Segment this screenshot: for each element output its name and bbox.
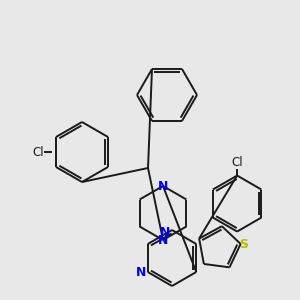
Text: N: N [158, 233, 168, 247]
Text: Cl: Cl [231, 156, 243, 169]
Text: N: N [160, 226, 170, 238]
Text: Cl: Cl [32, 146, 44, 158]
Text: N: N [135, 266, 146, 278]
Text: N: N [158, 179, 168, 193]
Text: S: S [239, 238, 248, 251]
